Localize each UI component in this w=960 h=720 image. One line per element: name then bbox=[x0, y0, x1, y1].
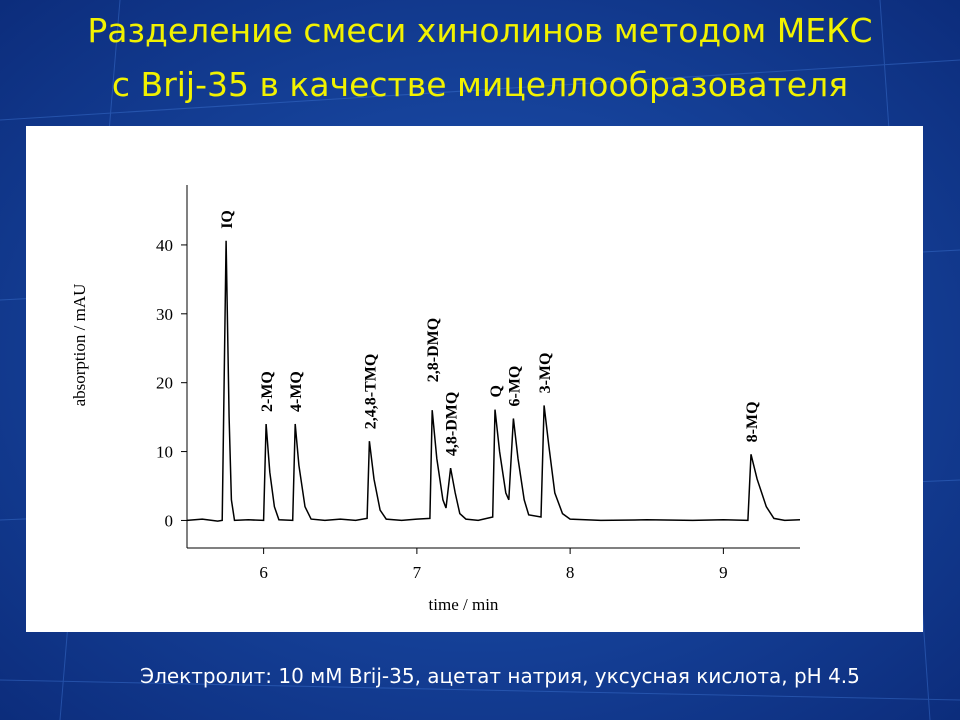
y-tick-label: 0 bbox=[165, 511, 174, 530]
peak-label: 6-MQ bbox=[506, 366, 523, 407]
x-tick-label: 8 bbox=[566, 563, 575, 582]
plot: 0 10 20 30 40 6 7 8 9 time / min absorption / mAU I… bbox=[70, 185, 801, 614]
y-tick-label: 20 bbox=[156, 374, 173, 393]
peak-label: 2-MQ bbox=[259, 371, 276, 412]
y-axis-label: absorption / mAU bbox=[70, 284, 89, 407]
footer: Электролит: 10 мМ Brij-35, ацетат натрия… bbox=[140, 664, 860, 688]
x-axis-label: time / min bbox=[429, 595, 499, 614]
x-tick-label: 9 bbox=[719, 563, 728, 582]
peak-label: 4-MQ bbox=[288, 371, 305, 412]
peak-label: 2,8-DMQ bbox=[425, 318, 442, 382]
peak-label: 4,8-DMQ bbox=[444, 392, 461, 456]
title-line: с Brij-35 в качестве мицеллообразователя bbox=[112, 65, 848, 104]
y-tick-label: 40 bbox=[156, 236, 173, 255]
y-tick-label: 10 bbox=[156, 443, 173, 462]
peak-label: IQ bbox=[219, 210, 236, 229]
peak-label: 2,4,8-TMQ bbox=[362, 354, 379, 430]
peak-label: Q bbox=[488, 385, 505, 397]
x-tick-label: 7 bbox=[413, 563, 422, 582]
title-line: Разделение смеси хинолинов методом МЕКС bbox=[87, 11, 872, 50]
y-tick-label: 30 bbox=[156, 305, 173, 324]
peak-label: 8-MQ bbox=[744, 401, 761, 442]
x-tick-label: 6 bbox=[259, 563, 268, 582]
trace bbox=[186, 240, 801, 522]
peak-label: 3-MQ bbox=[537, 353, 554, 394]
